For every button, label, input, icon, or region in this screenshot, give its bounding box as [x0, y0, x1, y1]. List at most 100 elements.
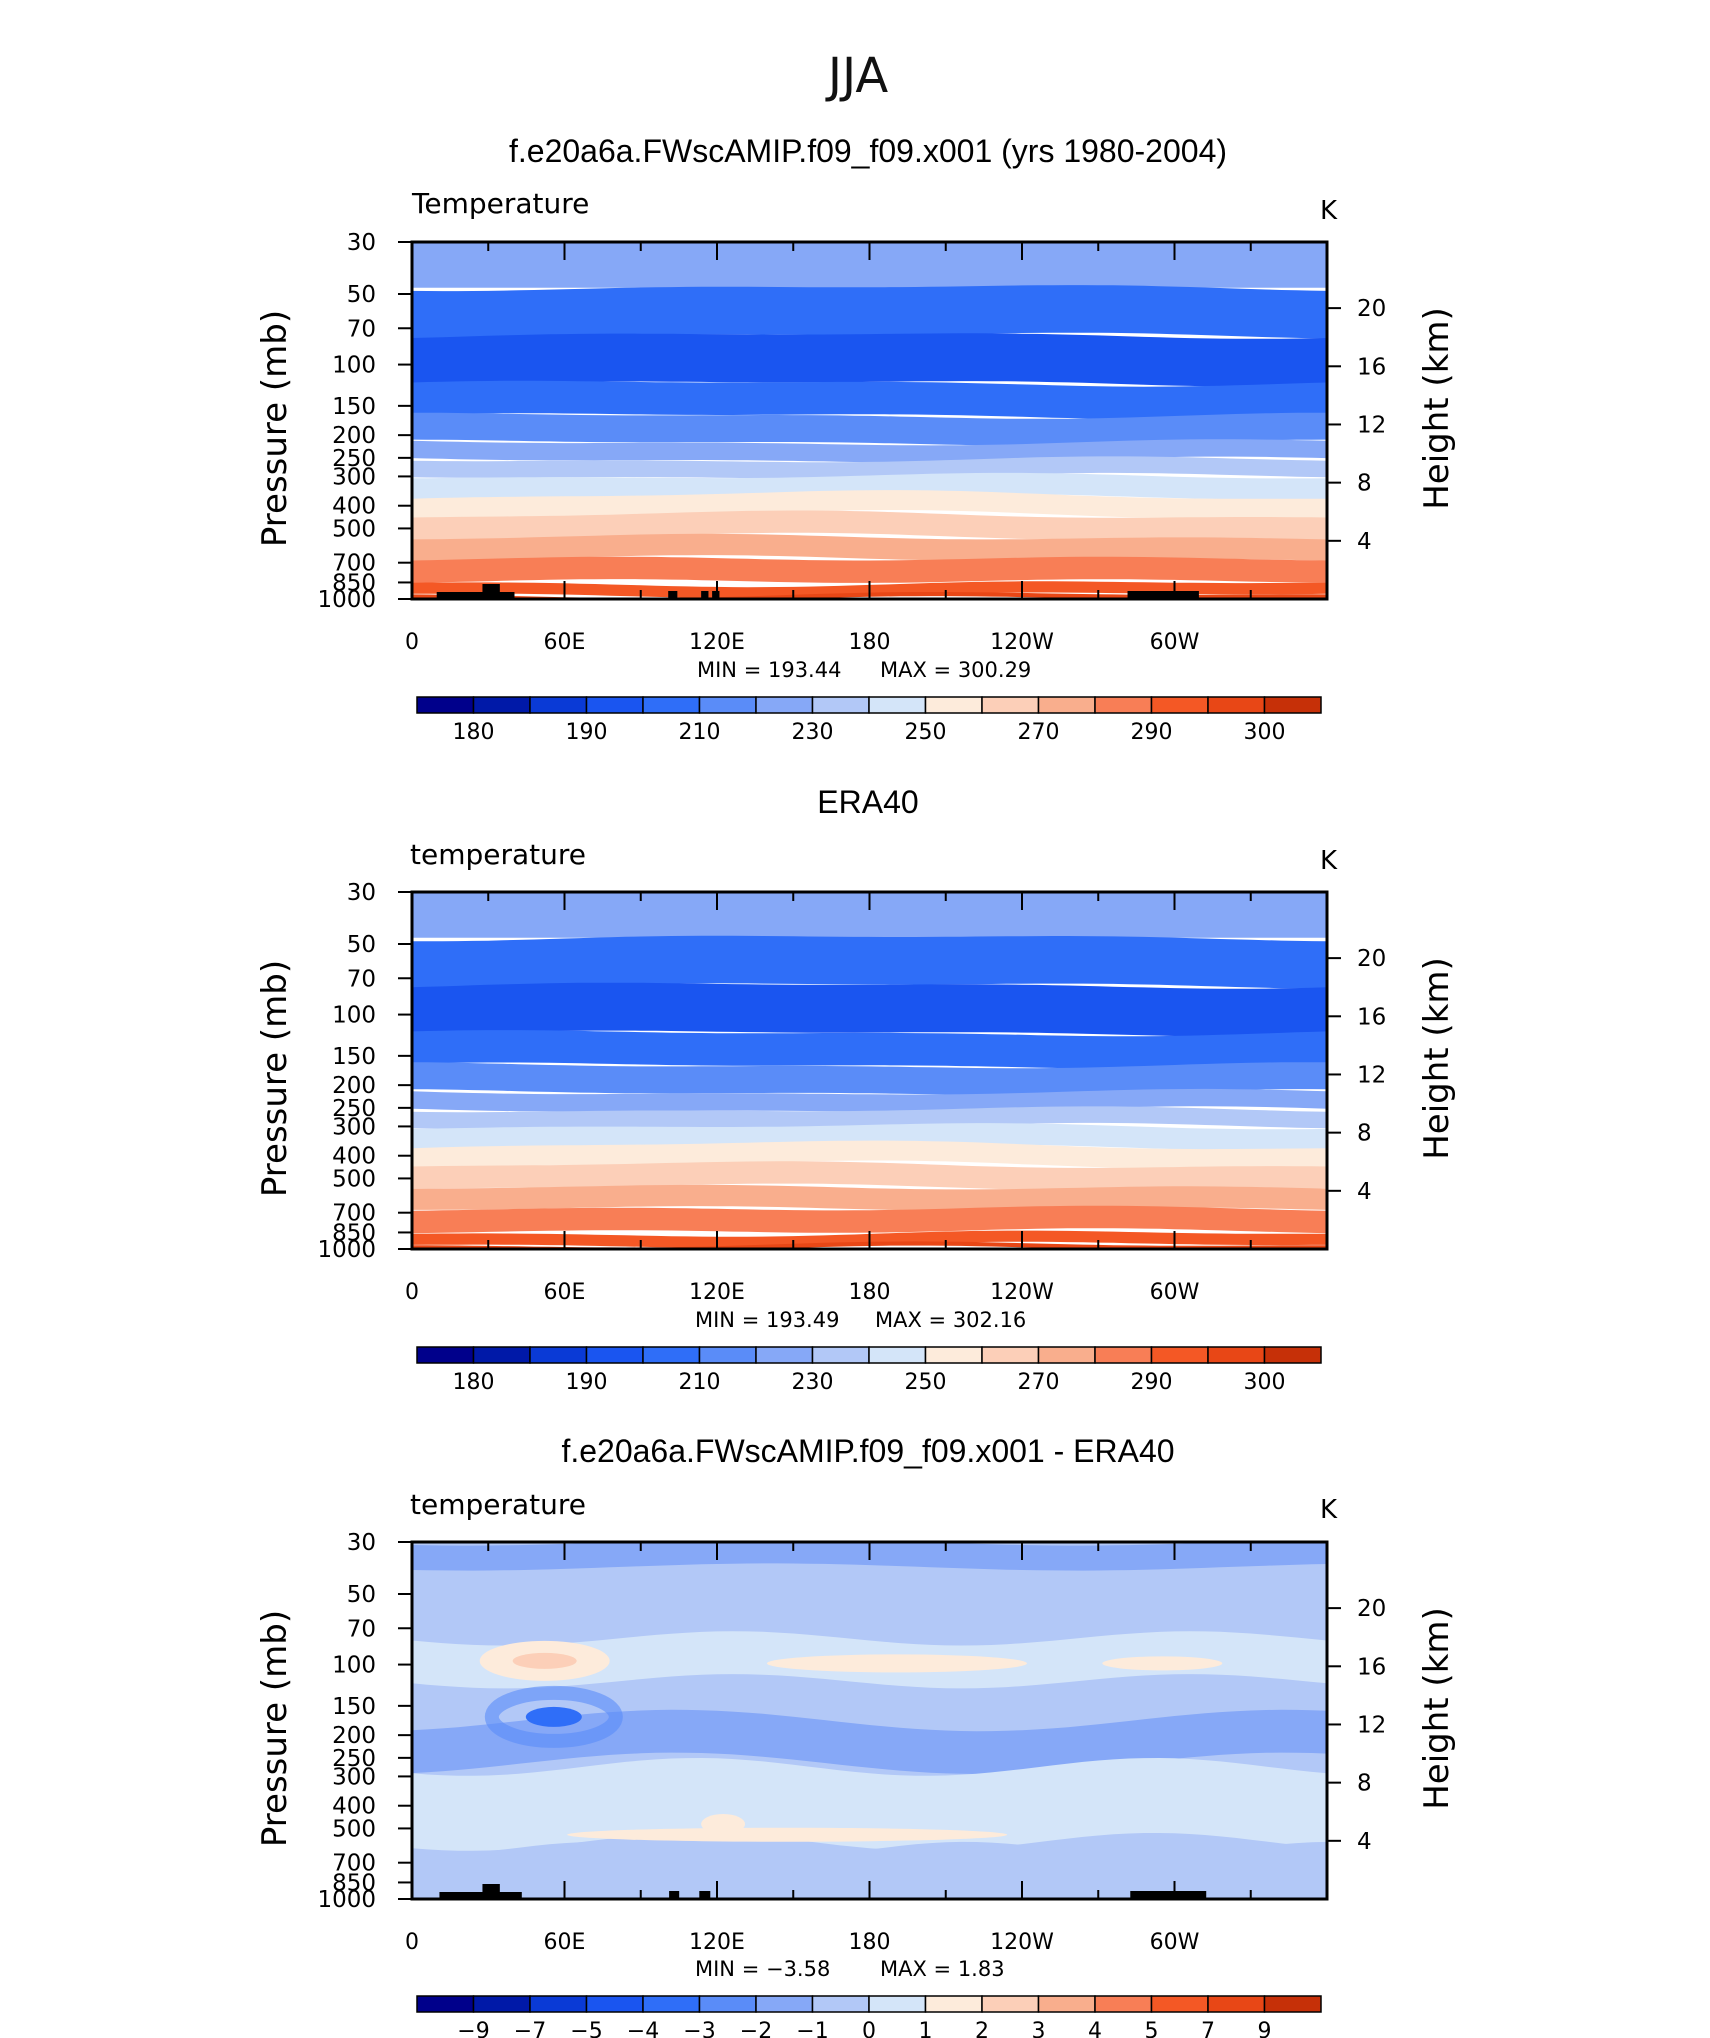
y2-axis-title: Height (km) — [1417, 307, 1457, 510]
colorbar-swatch — [981, 1346, 1040, 1364]
y-tick-label: 400 — [332, 1144, 376, 1170]
y-tick-label: 400 — [332, 1794, 376, 1820]
cold-anomaly — [525, 1706, 582, 1727]
colorbar-swatch — [416, 1995, 475, 2013]
y-tick-label: 850 — [332, 1220, 376, 1246]
x-tick-label: 0 — [405, 1280, 419, 1305]
colorbar-swatch — [529, 1346, 588, 1364]
max-label: MAX = 1.83 — [880, 1957, 1005, 1981]
colorbar-label: 250 — [905, 1370, 947, 1395]
y-tick-label: 150 — [332, 394, 376, 420]
colorbar-label: 1 — [919, 2019, 933, 2038]
topography — [712, 591, 720, 599]
colorbar-swatch — [1150, 696, 1209, 714]
panel-model: f.e20a6a.FWscAMIP.f09_f09.x001 (yrs 1980… — [255, 133, 1457, 745]
y2-axis-title: Height (km) — [1417, 1607, 1457, 1810]
colorbar-label: 190 — [566, 720, 608, 745]
x-tick-label: 180 — [849, 1930, 891, 1955]
contour-band — [412, 1161, 1327, 1191]
panel-title: f.e20a6a.FWscAMIP.f09_f09.x001 - ERA40 — [561, 1433, 1174, 1469]
colorbar-label: 230 — [792, 1370, 834, 1395]
y-tick-label: 300 — [332, 1764, 376, 1790]
y-tick-label: 500 — [332, 1166, 376, 1192]
y-axis-title: Pressure (mb) — [255, 1610, 295, 1847]
x-tick-label: 120W — [990, 630, 1054, 655]
colorbar-swatch — [642, 1995, 701, 2013]
topography — [1127, 591, 1199, 599]
units-label: K — [1320, 196, 1338, 226]
panel-difference: f.e20a6a.FWscAMIP.f09_f09.x001 - ERA40 t… — [255, 1433, 1457, 2038]
colorbar-swatch — [755, 696, 814, 714]
panel-title: ERA40 — [817, 784, 918, 820]
colorbar-label: 2 — [975, 2019, 989, 2038]
colorbar-swatch — [1150, 1995, 1209, 2013]
x-tick-label: 120E — [689, 630, 745, 655]
min-label: MIN = 193.44 — [697, 658, 841, 682]
y2-tick-label: 20 — [1357, 1596, 1386, 1622]
x-tick-label: 60W — [1150, 1280, 1200, 1305]
colorbar-swatch — [868, 1995, 927, 2013]
y2-tick-label: 16 — [1357, 1004, 1386, 1030]
colorbar-swatch — [1207, 1346, 1266, 1364]
contour-band — [412, 242, 1327, 288]
colorbar-swatch — [1207, 696, 1266, 714]
contour-band — [412, 1088, 1327, 1112]
colorbar-label: 230 — [792, 720, 834, 745]
contour-band — [412, 556, 1327, 583]
y2-tick-label: 16 — [1357, 354, 1386, 380]
x-tick-label: 60E — [544, 1930, 586, 1955]
y-tick-label: 1000 — [317, 1237, 376, 1263]
colorbar-label: −1 — [796, 2019, 828, 2038]
contour-band — [412, 982, 1327, 1037]
colorbar-label: 270 — [1018, 1370, 1060, 1395]
colorbar-swatch — [585, 1346, 644, 1364]
colorbar-label: 250 — [905, 720, 947, 745]
colorbar-label: 190 — [566, 1370, 608, 1395]
colorbar-swatch — [755, 1995, 814, 2013]
y-tick-label: 150 — [332, 1694, 376, 1720]
y-tick-label: 1000 — [317, 587, 376, 613]
topography — [668, 591, 678, 599]
colorbar-swatch — [981, 1995, 1040, 2013]
topography — [482, 584, 500, 599]
colorbar-swatch — [1094, 696, 1153, 714]
max-label: MAX = 300.29 — [880, 658, 1031, 682]
contour-band — [412, 380, 1327, 420]
contour-band — [412, 333, 1327, 387]
y-tick-label: 150 — [332, 1044, 376, 1070]
x-tick-label: 60E — [544, 1280, 586, 1305]
colorbar-swatch — [1263, 1995, 1322, 2013]
contour-band — [412, 1123, 1327, 1151]
colorbar-swatch — [1207, 1995, 1266, 2013]
panel-title: f.e20a6a.FWscAMIP.f09_f09.x001 (yrs 1980… — [509, 133, 1227, 169]
x-tick-label: 0 — [405, 1930, 419, 1955]
colorbar-label: 270 — [1018, 720, 1060, 745]
variable-label: temperature — [410, 1488, 586, 1521]
colorbar-swatch — [868, 696, 927, 714]
y2-tick-label: 12 — [1357, 1712, 1386, 1738]
colorbar-label: 0 — [862, 2019, 876, 2038]
y2-tick-label: 4 — [1357, 529, 1372, 555]
y-tick-label: 1000 — [317, 1887, 376, 1913]
y-tick-label: 700 — [332, 551, 376, 577]
y-tick-label: 850 — [332, 570, 376, 596]
y-tick-label: 300 — [332, 464, 376, 490]
cold-anomaly — [484, 1685, 623, 1748]
colorbar-swatch — [1037, 1995, 1096, 2013]
variable-label: Temperature — [411, 187, 589, 220]
colorbar-swatch — [924, 1995, 983, 2013]
y-tick-label: 70 — [347, 966, 376, 992]
colorbar-label: 210 — [679, 720, 721, 745]
y-tick-label: 200 — [332, 1723, 376, 1749]
colorbar: 180 190 210 230 250 270 290 300 — [416, 696, 1322, 745]
topography — [669, 1891, 680, 1899]
contour-band — [412, 1205, 1327, 1234]
y-tick-label: 700 — [332, 1201, 376, 1227]
contour-band — [412, 1030, 1327, 1069]
y2-tick-label: 12 — [1357, 1062, 1386, 1088]
contour-band — [412, 1106, 1327, 1129]
colorbar-swatch — [529, 696, 588, 714]
colorbar-swatch — [981, 696, 1040, 714]
